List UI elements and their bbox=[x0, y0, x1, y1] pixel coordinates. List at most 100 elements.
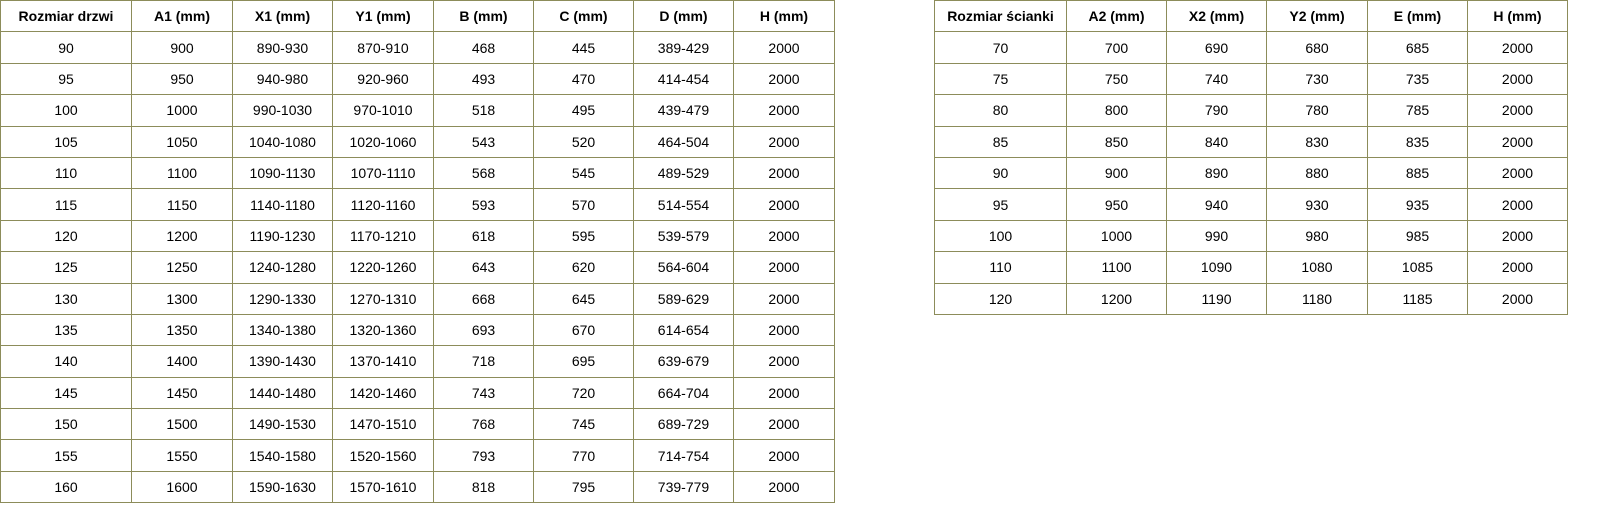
table-cell: 1440-1480 bbox=[232, 376, 333, 410]
table-cell: 940-980 bbox=[232, 62, 333, 96]
table-cell: 1000 bbox=[131, 94, 233, 127]
table-cell: 785 bbox=[1367, 94, 1468, 127]
table-cell: 695 bbox=[533, 345, 634, 378]
table-cell: 770 bbox=[533, 439, 634, 472]
table-cell: 1080 bbox=[1266, 251, 1368, 284]
table-cell: 835 bbox=[1367, 125, 1468, 158]
table-cell: 518 bbox=[433, 94, 534, 127]
table-cell: 2000 bbox=[1467, 62, 1568, 96]
table-cell: 930 bbox=[1266, 188, 1368, 221]
table-cell: 1100 bbox=[1066, 251, 1167, 284]
table-cell: 880 bbox=[1266, 156, 1368, 190]
table-cell: 468 bbox=[433, 31, 534, 64]
table-cell: 140 bbox=[0, 345, 132, 378]
table-cell: 645 bbox=[533, 282, 634, 315]
table-row: 75 750 740 730 735 2000 bbox=[934, 62, 1568, 96]
table-cell: 990 bbox=[1166, 219, 1267, 253]
table-cell: 495 bbox=[533, 94, 634, 127]
table-cell: 714-754 bbox=[633, 439, 734, 472]
table-cell: 680 bbox=[1266, 31, 1368, 64]
table-cell: 1085 bbox=[1367, 251, 1468, 284]
table-cell: 940 bbox=[1166, 188, 1267, 221]
table-row: 100 1000 990 980 985 2000 bbox=[934, 219, 1568, 253]
table-cell: 990-1030 bbox=[232, 94, 333, 127]
table-cell: 70 bbox=[934, 31, 1067, 64]
table-cell: 593 bbox=[433, 188, 534, 221]
table-cell: 935 bbox=[1367, 188, 1468, 221]
table-cell: 1300 bbox=[131, 282, 233, 315]
table-cell: 2000 bbox=[1467, 31, 1568, 64]
column-header: H (mm) bbox=[733, 0, 835, 33]
column-header: A1 (mm) bbox=[131, 0, 233, 33]
table-cell: 745 bbox=[533, 408, 634, 441]
table-cell: 1450 bbox=[131, 376, 233, 410]
table-row: 145 1450 1440-1480 1420-1460 743 720 664-704 20… bbox=[0, 376, 835, 410]
table-cell: 1185 bbox=[1367, 282, 1468, 315]
table-cell: 780 bbox=[1266, 94, 1368, 127]
table-cell: 489-529 bbox=[633, 156, 734, 190]
table-cell: 950 bbox=[131, 62, 233, 96]
table-row: 110 1100 1090 1080 1085 2000 bbox=[934, 251, 1568, 284]
table-cell: 110 bbox=[934, 251, 1067, 284]
table-row: 90 900 890 880 885 2000 bbox=[934, 156, 1568, 190]
table-cell: 1340-1380 bbox=[232, 313, 333, 347]
column-header: H (mm) bbox=[1467, 0, 1568, 33]
table-cell: 1350 bbox=[131, 313, 233, 347]
table-cell: 90 bbox=[934, 156, 1067, 190]
wall-size-table: Rozmiar ścianki A2 (mm) X2 (mm) Y2 (mm) E (m… bbox=[934, 0, 1568, 315]
table-cell: 790 bbox=[1166, 94, 1267, 127]
table-cell: 2000 bbox=[733, 282, 835, 315]
table-cell: 439-479 bbox=[633, 94, 734, 127]
table-cell: 1100 bbox=[131, 156, 233, 190]
table-cell: 920-960 bbox=[332, 62, 434, 96]
table-row: 90 900 890-930 870-910 468 445 389-429 2000 bbox=[0, 31, 835, 64]
table-cell: 2000 bbox=[1467, 188, 1568, 221]
table-row: 95 950 940 930 935 2000 bbox=[934, 188, 1568, 221]
table-cell: 668 bbox=[433, 282, 534, 315]
table-cell: 90 bbox=[0, 31, 132, 64]
table-cell: 155 bbox=[0, 439, 132, 472]
table-cell: 730 bbox=[1266, 62, 1368, 96]
table-row: 150 1500 1490-1530 1470-1510 768 745 689-729 20… bbox=[0, 408, 835, 441]
table-cell: 595 bbox=[533, 219, 634, 253]
table-cell: 720 bbox=[533, 376, 634, 410]
table-cell: 1220-1260 bbox=[332, 251, 434, 284]
table-cell: 614-654 bbox=[633, 313, 734, 347]
table-row: 140 1400 1390-1430 1370-1410 718 695 639-679 20… bbox=[0, 345, 835, 378]
table-cell: 80 bbox=[934, 94, 1067, 127]
table-cell: 1070-1110 bbox=[332, 156, 434, 190]
table-row: 130 1300 1290-1330 1270-1310 668 645 589-629 20… bbox=[0, 282, 835, 315]
table-cell: 1420-1460 bbox=[332, 376, 434, 410]
table-cell: 520 bbox=[533, 125, 634, 158]
table-cell: 1470-1510 bbox=[332, 408, 434, 441]
table-cell: 1000 bbox=[1066, 219, 1167, 253]
table-cell: 120 bbox=[0, 219, 132, 253]
table-cell: 2000 bbox=[733, 408, 835, 441]
table-cell: 125 bbox=[0, 251, 132, 284]
door-size-table: Rozmiar drzwi A1 (mm) X1 (mm) Y1 (mm) B (mm)… bbox=[0, 0, 835, 504]
table-cell: 2000 bbox=[733, 31, 835, 64]
table-row: 100 1000 990-1030 970-1010 518 495 439-479 2000 bbox=[0, 94, 835, 127]
table-row: 80 800 790 780 785 2000 bbox=[934, 94, 1568, 127]
table-row: 110 1100 1090-1130 1070-1110 568 545 489-529 20… bbox=[0, 156, 835, 190]
table-cell: 795 bbox=[533, 470, 634, 504]
table-cell: 130 bbox=[0, 282, 132, 315]
table-row: 85 850 840 830 835 2000 bbox=[934, 125, 1568, 158]
table-cell: 545 bbox=[533, 156, 634, 190]
column-header: Y2 (mm) bbox=[1266, 0, 1368, 33]
table-cell: 470 bbox=[533, 62, 634, 96]
table-cell: 1200 bbox=[131, 219, 233, 253]
table-cell: 900 bbox=[1066, 156, 1167, 190]
table-cell: 1190-1230 bbox=[232, 219, 333, 253]
table-cell: 900 bbox=[131, 31, 233, 64]
table-cell: 793 bbox=[433, 439, 534, 472]
table-cell: 2000 bbox=[733, 125, 835, 158]
table-cell: 980 bbox=[1266, 219, 1368, 253]
table-row: 120 1200 1190 1180 1185 2000 bbox=[934, 282, 1568, 315]
table-cell: 818 bbox=[433, 470, 534, 504]
table-cell: 840 bbox=[1166, 125, 1267, 158]
column-header: C (mm) bbox=[533, 0, 634, 33]
column-header: Rozmiar ścianki bbox=[934, 0, 1067, 33]
table-cell: 568 bbox=[433, 156, 534, 190]
table-cell: 643 bbox=[433, 251, 534, 284]
